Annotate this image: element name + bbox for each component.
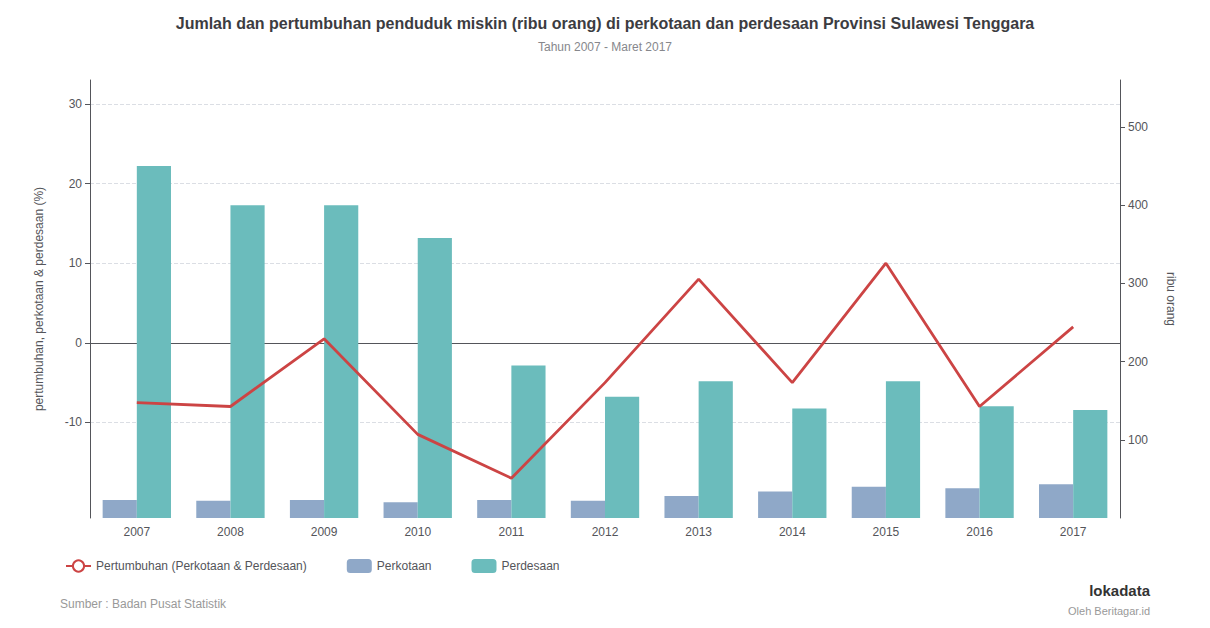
svg-text:Sumber : Badan Pusat Statistik: Sumber : Badan Pusat Statistik [60,597,227,611]
svg-text:ribu orang: ribu orang [1164,272,1178,326]
svg-text:2011: 2011 [498,525,524,539]
svg-text:Pertumbuhan (Perkotaan & Perde: Pertumbuhan (Perkotaan & Perdesaan) [96,559,307,573]
svg-text:-10: -10 [65,415,83,429]
svg-text:2010: 2010 [404,525,431,539]
svg-text:2017: 2017 [1060,525,1087,539]
svg-text:Perdesaan: Perdesaan [501,559,559,573]
svg-text:0: 0 [75,336,82,350]
svg-text:Tahun 2007 - Maret 2017: Tahun 2007 - Maret 2017 [538,40,672,54]
svg-text:2009: 2009 [311,525,338,539]
svg-text:300: 300 [1128,276,1148,290]
svg-text:2008: 2008 [217,525,244,539]
svg-text:2013: 2013 [685,525,712,539]
svg-text:10: 10 [69,256,83,270]
svg-text:100: 100 [1128,433,1148,447]
svg-text:400: 400 [1128,198,1148,212]
svg-text:200: 200 [1128,355,1148,369]
svg-text:Perkotaan: Perkotaan [377,559,432,573]
svg-text:30: 30 [69,97,83,111]
svg-text:20: 20 [69,177,83,191]
svg-text:pertumbuhan, perkotaan & perde: pertumbuhan, perkotaan & perdesaan (%) [32,187,46,411]
svg-text:2014: 2014 [779,525,806,539]
svg-text:2016: 2016 [966,525,993,539]
svg-text:2012: 2012 [592,525,619,539]
svg-text:500: 500 [1128,120,1148,134]
svg-text:Oleh Beritagar.id: Oleh Beritagar.id [1068,605,1150,617]
svg-text:2015: 2015 [873,525,900,539]
svg-text:2007: 2007 [123,525,150,539]
svg-text:Jumlah dan pertumbuhan pendudu: Jumlah dan pertumbuhan penduduk miskin (… [176,15,1035,32]
svg-text:lokadata: lokadata [1089,582,1151,599]
